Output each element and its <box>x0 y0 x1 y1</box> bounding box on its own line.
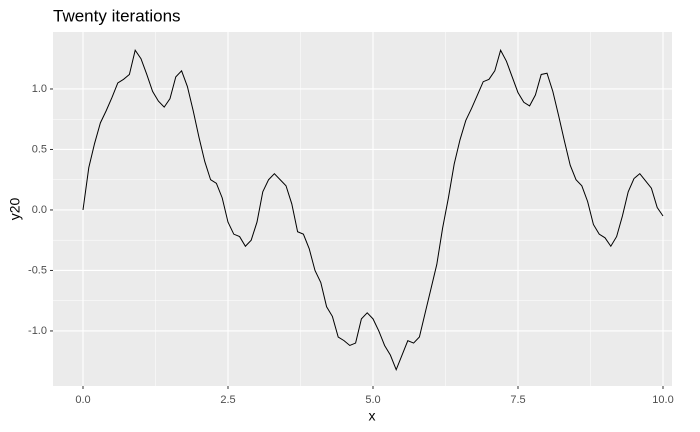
y-tick-label: -1.0 <box>28 325 47 337</box>
x-tick-label: 0.0 <box>75 394 90 406</box>
x-tick-label: 7.5 <box>510 394 525 406</box>
x-axis-label: x <box>369 408 376 424</box>
x-tick-label: 2.5 <box>220 394 235 406</box>
y-tick-label: 1.0 <box>32 83 47 95</box>
x-tick-label: 5.0 <box>365 394 380 406</box>
y-tick-label: 0.0 <box>32 204 47 216</box>
grid <box>53 32 672 386</box>
line <box>82 48 664 372</box>
panel <box>53 32 672 386</box>
x-tick-label: 10.0 <box>652 394 673 406</box>
plot-area <box>82 48 664 372</box>
y-axis-label: y20 <box>7 198 23 221</box>
y-tick-label: 0.5 <box>32 143 47 155</box>
chart-title: Twenty iterations <box>53 6 181 25</box>
y-tick-label: -0.5 <box>28 264 47 276</box>
